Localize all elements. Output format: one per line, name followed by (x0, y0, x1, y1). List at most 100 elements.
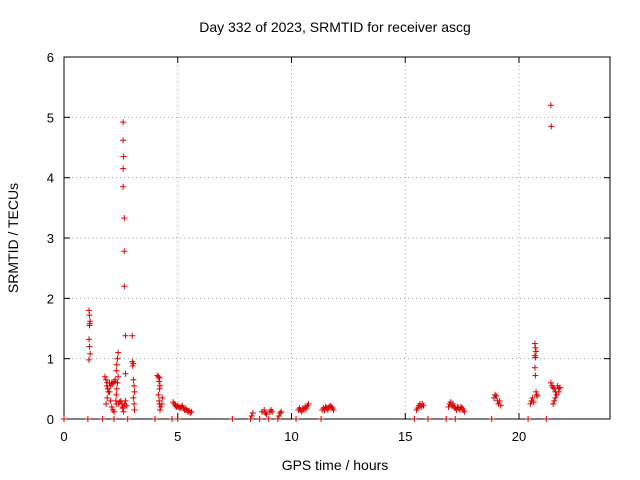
data-point (121, 283, 128, 290)
data-point (547, 379, 554, 386)
data-point (112, 397, 119, 404)
data-point (121, 215, 128, 222)
data-point (318, 416, 325, 422)
data-point (107, 397, 114, 404)
data-point (452, 416, 459, 422)
y-tick-label: 0 (47, 412, 54, 427)
data-point (188, 408, 195, 415)
data-point (113, 385, 120, 392)
data-point (174, 416, 181, 422)
data-point (497, 402, 504, 409)
data-point (256, 416, 263, 422)
data-point (113, 361, 120, 368)
data-point (86, 343, 93, 350)
data-point (87, 350, 94, 357)
data-point (461, 408, 468, 415)
data-point (103, 376, 110, 383)
data-point (555, 388, 562, 395)
data-points (61, 102, 563, 422)
data-point (103, 400, 110, 407)
data-point (119, 405, 126, 412)
data-point (534, 393, 541, 400)
data-point (247, 416, 254, 422)
data-point (496, 397, 503, 404)
data-point (443, 416, 450, 422)
data-point (61, 416, 67, 422)
data-point (548, 123, 555, 130)
data-point (122, 397, 129, 404)
data-point (265, 416, 272, 422)
y-axis-title: SRMTID / TECUs (5, 183, 21, 293)
data-point (131, 406, 138, 413)
data-point (113, 367, 120, 374)
data-point (229, 416, 236, 422)
data-point (159, 394, 166, 401)
data-point (532, 344, 539, 351)
data-point (278, 408, 285, 415)
data-point (274, 416, 281, 422)
y-tick-label: 5 (47, 110, 54, 125)
data-point (493, 393, 500, 400)
data-point (551, 397, 558, 404)
data-point (124, 416, 131, 422)
data-point (157, 406, 164, 413)
data-point (420, 402, 427, 409)
data-point (324, 406, 331, 413)
data-point (131, 388, 138, 395)
data-point (106, 388, 113, 395)
data-point (277, 409, 284, 416)
data-point (532, 372, 539, 379)
data-point (111, 408, 118, 415)
data-point (492, 391, 499, 398)
data-point (86, 322, 93, 329)
data-point (104, 385, 111, 392)
data-point (330, 406, 337, 413)
data-point (553, 391, 560, 398)
y-tick-label: 1 (47, 352, 54, 367)
data-point (111, 416, 118, 422)
data-point (131, 382, 138, 389)
x-tick-label: 0 (60, 429, 67, 444)
data-point (533, 388, 540, 395)
data-point (262, 409, 269, 416)
data-point (156, 385, 163, 392)
data-point (112, 376, 119, 383)
data-point (529, 394, 536, 401)
data-point (275, 412, 282, 419)
x-tick-label: 15 (398, 429, 412, 444)
y-tick-label: 4 (47, 171, 54, 186)
data-point (120, 153, 127, 160)
data-point (122, 370, 129, 377)
data-point (530, 399, 537, 406)
data-point (425, 416, 431, 422)
data-point (550, 384, 557, 391)
y-tick-label: 6 (47, 50, 54, 65)
data-point (187, 409, 194, 416)
data-point (120, 408, 127, 415)
data-point (101, 373, 108, 380)
data-point (532, 354, 539, 361)
data-point (169, 416, 176, 422)
data-point (104, 394, 111, 401)
data-point (113, 391, 120, 398)
grid (64, 57, 610, 419)
data-point (108, 403, 115, 410)
data-point (121, 248, 128, 255)
data-point (552, 394, 559, 401)
data-point (122, 332, 129, 339)
y-tick-label: 2 (47, 291, 54, 306)
data-point (488, 416, 495, 422)
data-point (120, 165, 127, 172)
data-point (411, 416, 418, 422)
data-point (120, 137, 127, 144)
data-point (129, 362, 136, 369)
data-point (269, 408, 276, 415)
chart-title: Day 332 of 2023, SRMTID for receiver asc… (199, 19, 471, 35)
data-point (155, 373, 162, 380)
data-point (527, 400, 534, 407)
data-point (450, 400, 457, 407)
x-tick-label: 5 (174, 429, 181, 444)
data-point (543, 416, 550, 422)
data-point (123, 402, 130, 409)
data-point (533, 348, 540, 355)
